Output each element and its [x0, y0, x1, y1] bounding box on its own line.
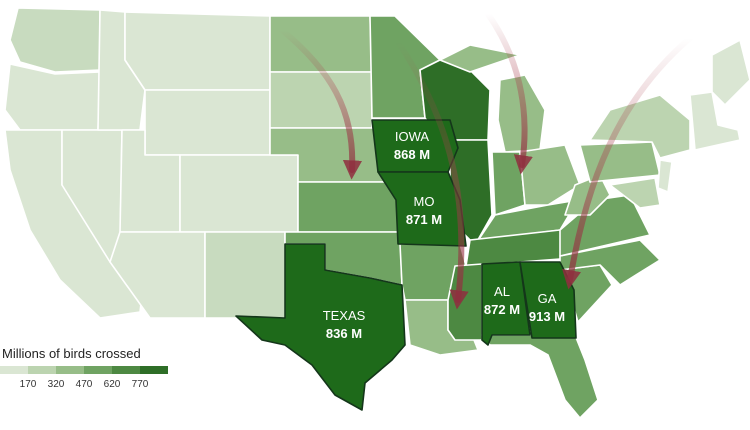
migration-arrow-icon: [395, 39, 469, 310]
state-southdakota: [269, 71, 373, 129]
state-labels: IOWA 868 M MO 871 M TEXAS 836 M AL 872 M…: [323, 129, 565, 341]
legend-swatch: [84, 366, 112, 374]
state-newmexico: [204, 231, 286, 319]
legend-tick: 620: [103, 379, 121, 390]
legend-tick: 170: [19, 379, 37, 390]
state-texas[interactable]: [235, 243, 406, 411]
state-arizona: [109, 231, 206, 319]
state-layer: [4, 7, 750, 419]
highlight-layer: [235, 119, 577, 411]
state-missouri[interactable]: [377, 171, 467, 247]
state-wyoming: [144, 89, 271, 156]
ga-name-label: GA: [538, 291, 557, 306]
legend-tick: 320: [47, 379, 65, 390]
state-newengland: [689, 91, 741, 151]
legend: Millions of birds crossed 170 320 470 62…: [0, 346, 190, 390]
legend-swatch: [112, 366, 140, 374]
state-pennsylvania: [579, 141, 661, 183]
state-montana: [124, 11, 271, 91]
al-value-label: 872 M: [484, 302, 520, 317]
legend-title: Millions of birds crossed: [2, 346, 141, 361]
state-maine: [711, 39, 750, 106]
texas-name-label: TEXAS: [323, 308, 366, 323]
state-georgia[interactable]: [519, 261, 577, 339]
state-michigan-upper: [439, 44, 521, 73]
mo-name-label: MO: [414, 194, 435, 209]
state-ohio: [519, 144, 581, 206]
state-northdakota: [269, 15, 373, 73]
migration-arrows: [279, 11, 693, 310]
state-washington: [9, 7, 101, 73]
migration-arrow-icon: [562, 35, 693, 290]
state-newyork: [589, 94, 691, 159]
legend-swatch: [140, 366, 168, 374]
state-mississippi: [447, 263, 483, 341]
migration-arrow-icon: [485, 11, 533, 175]
legend-tick: 770: [131, 379, 149, 390]
state-florida: [481, 334, 599, 419]
al-name-label: AL: [494, 284, 510, 299]
mo-value-label: 871 M: [406, 212, 442, 227]
iowa-value-label: 868 M: [394, 147, 430, 162]
iowa-name-label: IOWA: [395, 129, 430, 144]
legend-swatch: [0, 366, 28, 374]
state-colorado: [179, 154, 299, 233]
legend-color-bar: [0, 366, 168, 374]
state-maryland: [609, 177, 661, 209]
legend-tick: 470: [75, 379, 93, 390]
ga-value-label: 913 M: [529, 309, 565, 324]
texas-value-label: 836 M: [326, 326, 362, 341]
migration-arrow-icon: [279, 27, 363, 180]
legend-swatch: [28, 366, 56, 374]
state-oregon: [4, 63, 101, 131]
state-newjersey: [657, 159, 673, 193]
legend-swatch: [56, 366, 84, 374]
state-kansas: [297, 181, 399, 233]
